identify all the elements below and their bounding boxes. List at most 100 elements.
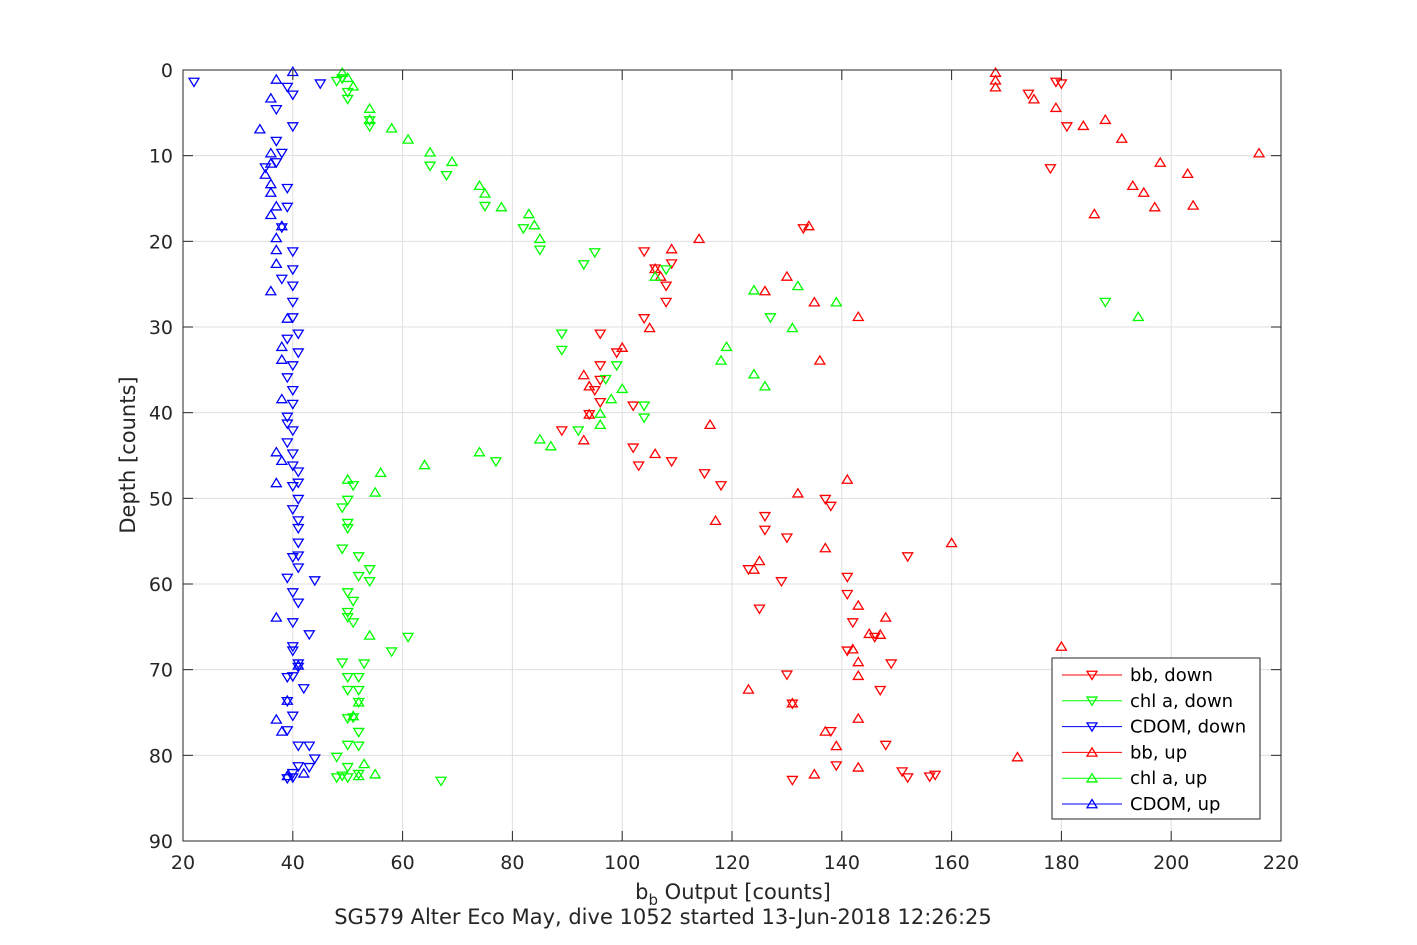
data-point	[544, 440, 557, 451]
data-point	[692, 233, 706, 244]
x-tick-label: 60	[391, 852, 415, 874]
data-point	[830, 740, 843, 751]
data-point	[286, 646, 299, 657]
series-bb-up	[577, 66, 1266, 779]
data-point	[423, 146, 437, 157]
data-point	[275, 148, 288, 159]
x-tick-label: 20	[171, 852, 195, 874]
data-point	[780, 270, 794, 281]
data-point	[292, 563, 305, 574]
data-point	[747, 368, 761, 379]
data-point	[594, 361, 607, 372]
data-point	[495, 201, 508, 212]
data-point	[264, 209, 277, 220]
data-point	[665, 259, 678, 270]
data-point	[270, 244, 283, 255]
legend-marker	[1085, 722, 1099, 733]
data-point	[385, 647, 398, 658]
data-point	[270, 713, 283, 724]
data-point	[286, 122, 299, 133]
data-point	[473, 179, 486, 191]
data-point	[341, 87, 354, 99]
data-point	[264, 147, 277, 158]
data-point	[418, 459, 431, 470]
data-point	[841, 646, 854, 657]
data-point	[281, 672, 294, 684]
data-point	[264, 285, 277, 296]
data-point	[473, 446, 486, 457]
data-point	[347, 710, 360, 721]
data-point	[292, 662, 305, 673]
data-point	[341, 773, 354, 784]
legend-item: CDOM, up	[1062, 794, 1220, 815]
data-point	[1126, 179, 1139, 191]
data-point	[802, 220, 816, 231]
data-point	[275, 223, 288, 234]
data-point	[786, 699, 799, 710]
data-point	[286, 399, 299, 410]
data-point	[352, 696, 365, 707]
data-point	[648, 270, 662, 281]
data-point	[352, 770, 365, 781]
data-point	[286, 672, 299, 683]
chart-caption: SG579 Alter Eco May, dive 1052 started 1…	[334, 905, 992, 929]
data-point	[555, 329, 568, 340]
data-point	[874, 685, 887, 696]
data-point	[901, 552, 914, 563]
data-point	[896, 767, 909, 778]
data-point	[292, 467, 305, 478]
data-point	[819, 725, 832, 736]
data-point	[292, 516, 305, 527]
data-point	[555, 345, 568, 356]
data-point	[594, 407, 607, 418]
data-point	[638, 247, 651, 258]
data-point	[824, 501, 837, 512]
data-point	[401, 133, 415, 144]
legend-marker	[1085, 746, 1099, 757]
data-point	[583, 408, 596, 419]
data-point	[928, 770, 942, 781]
data-point	[989, 81, 1002, 92]
data-point	[363, 116, 376, 127]
data-point	[753, 604, 766, 615]
data-point	[577, 434, 590, 445]
y-tick-label: 60	[149, 574, 173, 596]
data-point	[286, 265, 299, 276]
data-point	[1099, 297, 1112, 308]
data-point	[698, 469, 711, 480]
x-axis-label-subscript: b	[648, 891, 658, 909]
data-point	[445, 155, 459, 167]
data-point	[341, 495, 354, 506]
data-point	[989, 74, 1002, 85]
x-tick-label: 120	[714, 852, 750, 874]
x-tick-label: 180	[1043, 852, 1079, 874]
data-point	[1148, 201, 1161, 212]
data-point	[286, 247, 299, 258]
data-point	[1154, 156, 1167, 167]
data-point	[303, 741, 316, 752]
data-point	[286, 90, 299, 101]
data-point	[703, 418, 717, 430]
data-point	[352, 741, 365, 752]
data-point	[533, 245, 547, 256]
legend-label: chl a, up	[1130, 768, 1207, 789]
data-point	[1022, 89, 1035, 100]
data-point	[281, 438, 294, 449]
legend-label: bb, up	[1130, 742, 1187, 763]
data-point	[1077, 119, 1090, 131]
data-point	[440, 170, 453, 182]
series-bb-down	[555, 77, 1074, 786]
x-tick-label: 220	[1263, 852, 1299, 874]
data-point	[297, 767, 310, 778]
data-point	[341, 762, 354, 774]
data-point	[808, 768, 821, 779]
axis-ticks: 20 40 60 80 100 120 140 160 180 200 220 0 10 20 30 40 50…	[149, 60, 1299, 874]
data-point	[1252, 147, 1266, 158]
data-point	[791, 280, 805, 291]
data-point	[423, 161, 437, 172]
y-tick-label: 10	[149, 146, 173, 168]
x-axis-label: bb Output [counts]	[635, 880, 831, 909]
data-point	[363, 102, 376, 113]
data-point	[385, 122, 398, 133]
data-point	[358, 758, 371, 769]
